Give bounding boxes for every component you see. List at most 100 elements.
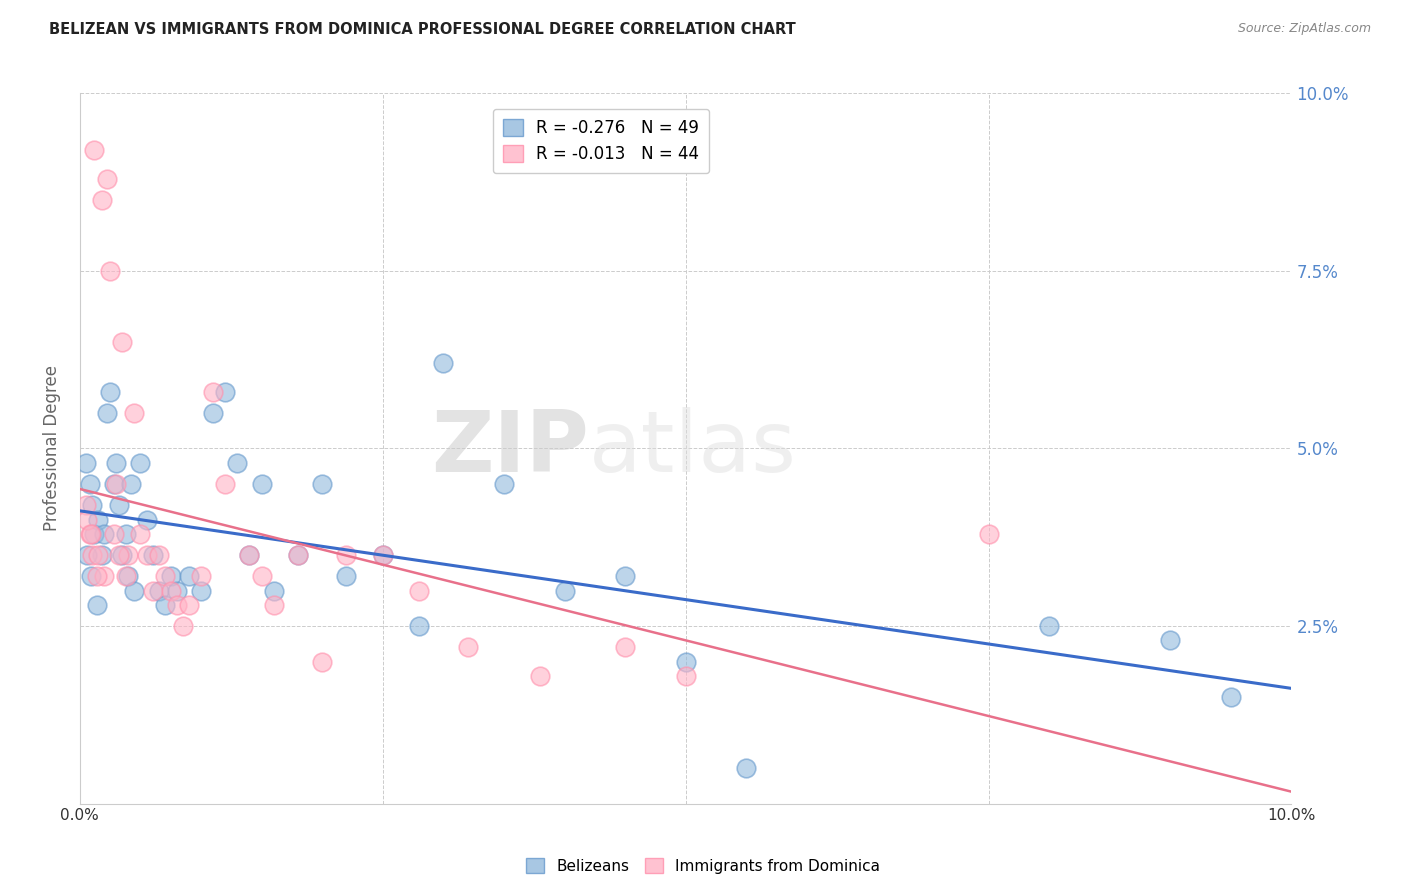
Point <box>159 583 181 598</box>
Point <box>115 569 138 583</box>
Point <box>371 548 394 562</box>
Point <box>93 569 115 583</box>
Point <box>371 548 394 562</box>
Point <box>529 669 551 683</box>
Point <box>250 569 273 583</box>
Point <box>79 477 101 491</box>
Point <box>614 569 637 583</box>
Point <box>159 569 181 583</box>
Point <box>166 598 188 612</box>
Point <box>142 548 165 562</box>
Point <box>142 583 165 598</box>
Point <box>83 143 105 157</box>
Point <box>135 548 157 562</box>
Point <box>153 569 176 583</box>
Point <box>432 356 454 370</box>
Point <box>675 655 697 669</box>
Point <box>202 384 225 399</box>
Point <box>172 619 194 633</box>
Point <box>80 526 103 541</box>
Point <box>80 569 103 583</box>
Point <box>214 384 236 399</box>
Point <box>166 583 188 598</box>
Point <box>111 334 134 349</box>
Point <box>675 669 697 683</box>
Point <box>408 583 430 598</box>
Point <box>1038 619 1060 633</box>
Point <box>103 477 125 491</box>
Point <box>93 526 115 541</box>
Point <box>190 569 212 583</box>
Point <box>75 498 97 512</box>
Point <box>457 640 479 655</box>
Point <box>87 512 110 526</box>
Point <box>80 498 103 512</box>
Point <box>76 548 98 562</box>
Point <box>1159 633 1181 648</box>
Point <box>96 406 118 420</box>
Point <box>124 583 146 598</box>
Point <box>76 512 98 526</box>
Point <box>98 384 121 399</box>
Point <box>238 548 260 562</box>
Point <box>86 598 108 612</box>
Point <box>90 193 112 207</box>
Point <box>408 619 430 633</box>
Point <box>103 526 125 541</box>
Point <box>83 526 105 541</box>
Point <box>614 640 637 655</box>
Point <box>263 583 285 598</box>
Point <box>135 512 157 526</box>
Point <box>129 456 152 470</box>
Point <box>129 526 152 541</box>
Point <box>117 548 139 562</box>
Text: Source: ZipAtlas.com: Source: ZipAtlas.com <box>1237 22 1371 36</box>
Point <box>153 598 176 612</box>
Point <box>80 548 103 562</box>
Point <box>735 761 758 775</box>
Point <box>335 569 357 583</box>
Text: atlas: atlas <box>589 407 797 490</box>
Point <box>96 171 118 186</box>
Point <box>177 569 200 583</box>
Point <box>287 548 309 562</box>
Point <box>90 548 112 562</box>
Point <box>250 477 273 491</box>
Point <box>120 477 142 491</box>
Point <box>105 477 128 491</box>
Point <box>124 406 146 420</box>
Point <box>86 569 108 583</box>
Point <box>263 598 285 612</box>
Point <box>214 477 236 491</box>
Point <box>105 456 128 470</box>
Point <box>117 569 139 583</box>
Point <box>335 548 357 562</box>
Point <box>311 655 333 669</box>
Point <box>238 548 260 562</box>
Point <box>115 526 138 541</box>
Point <box>202 406 225 420</box>
Legend: Belizeans, Immigrants from Dominica: Belizeans, Immigrants from Dominica <box>520 852 886 880</box>
Point <box>111 548 134 562</box>
Point <box>977 526 1000 541</box>
Point <box>107 498 129 512</box>
Point <box>98 264 121 278</box>
Point <box>492 477 515 491</box>
Point <box>190 583 212 598</box>
Point <box>148 548 170 562</box>
Point <box>75 456 97 470</box>
Point <box>107 548 129 562</box>
Point <box>311 477 333 491</box>
Legend: R = -0.276   N = 49, R = -0.013   N = 44: R = -0.276 N = 49, R = -0.013 N = 44 <box>492 109 709 173</box>
Point <box>553 583 575 598</box>
Text: ZIP: ZIP <box>432 407 589 490</box>
Point <box>1219 690 1241 704</box>
Point <box>87 548 110 562</box>
Point <box>226 456 249 470</box>
Y-axis label: Professional Degree: Professional Degree <box>44 366 60 532</box>
Point <box>177 598 200 612</box>
Point <box>148 583 170 598</box>
Text: BELIZEAN VS IMMIGRANTS FROM DOMINICA PROFESSIONAL DEGREE CORRELATION CHART: BELIZEAN VS IMMIGRANTS FROM DOMINICA PRO… <box>49 22 796 37</box>
Point <box>287 548 309 562</box>
Point <box>79 526 101 541</box>
